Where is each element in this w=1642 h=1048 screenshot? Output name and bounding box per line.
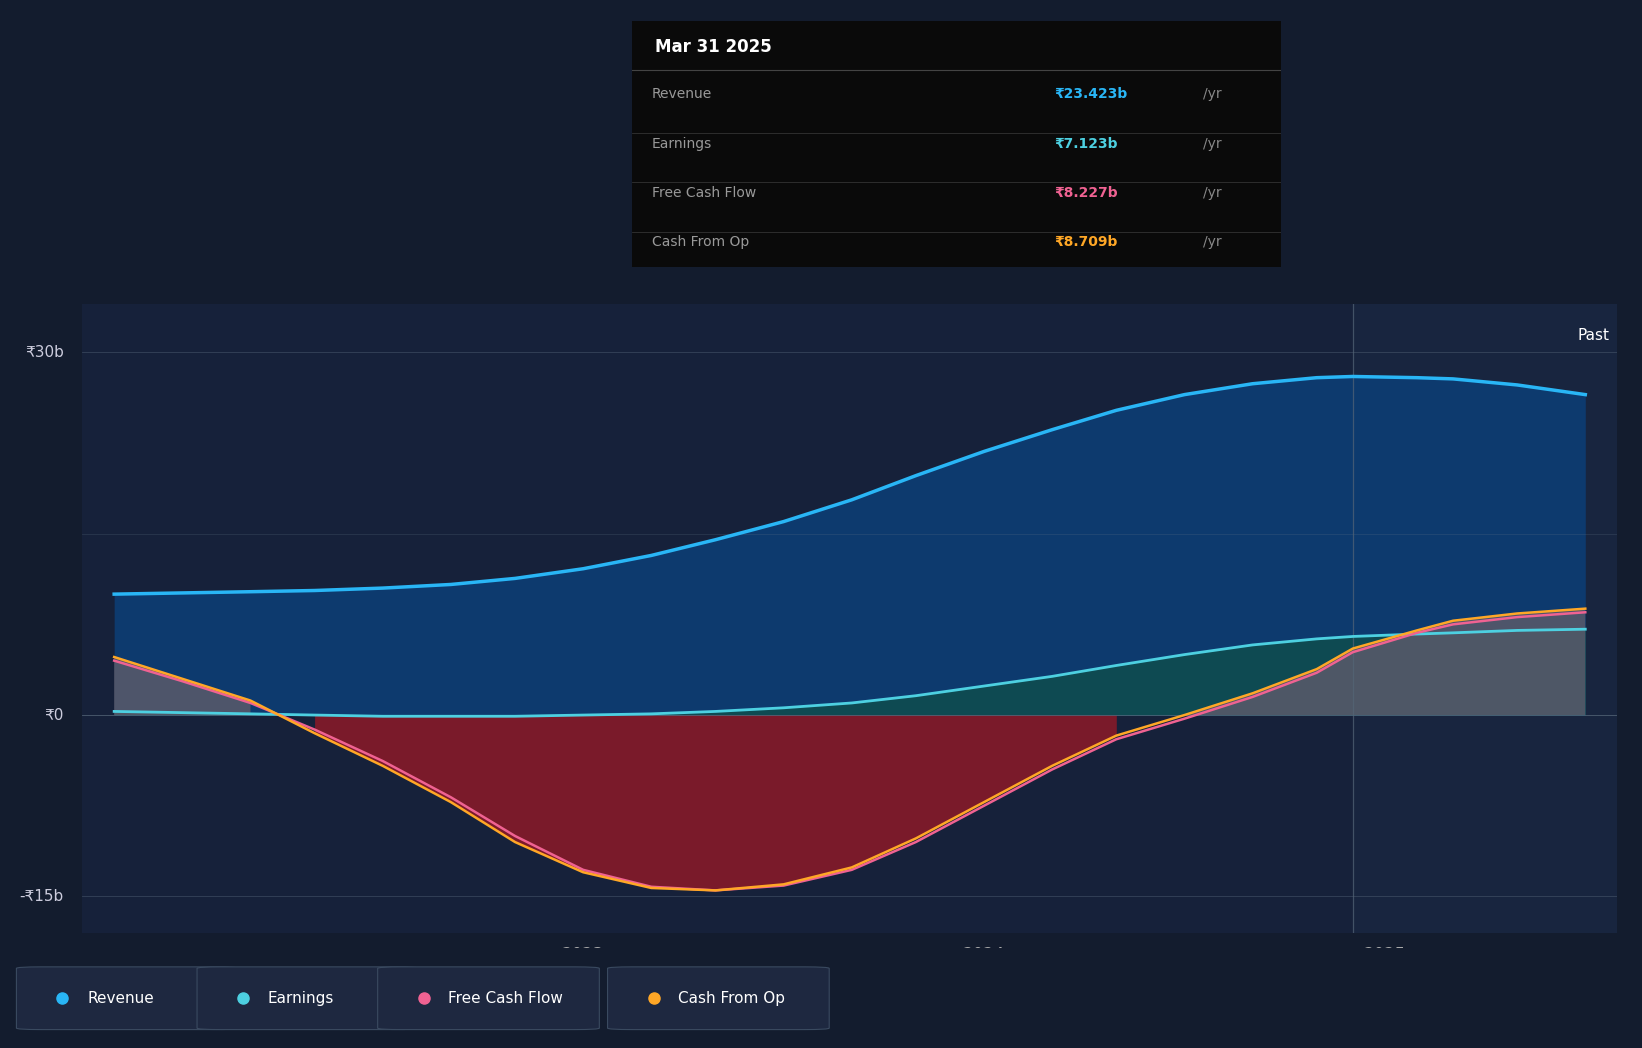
Text: Past: Past [1578, 328, 1609, 343]
FancyBboxPatch shape [197, 967, 419, 1029]
Text: Earnings: Earnings [268, 990, 333, 1006]
Text: Free Cash Flow: Free Cash Flow [652, 185, 755, 200]
Text: Earnings: Earnings [652, 136, 713, 151]
FancyBboxPatch shape [378, 967, 599, 1029]
Text: Cash From Op: Cash From Op [678, 990, 785, 1006]
Text: /yr: /yr [1204, 136, 1222, 151]
Text: ₹8.709b: ₹8.709b [1054, 235, 1117, 249]
Text: ₹8.227b: ₹8.227b [1054, 185, 1117, 200]
Text: Revenue: Revenue [87, 990, 154, 1006]
Text: Revenue: Revenue [652, 87, 713, 102]
Text: Mar 31 2025: Mar 31 2025 [655, 38, 772, 57]
Text: ₹23.423b: ₹23.423b [1054, 87, 1126, 102]
Text: Cash From Op: Cash From Op [652, 235, 749, 249]
Text: /yr: /yr [1204, 235, 1222, 249]
Text: ₹7.123b: ₹7.123b [1054, 136, 1117, 151]
FancyBboxPatch shape [608, 967, 829, 1029]
FancyBboxPatch shape [16, 967, 238, 1029]
Text: /yr: /yr [1204, 185, 1222, 200]
Text: Free Cash Flow: Free Cash Flow [448, 990, 563, 1006]
Text: -₹15b: -₹15b [20, 889, 64, 904]
Text: ₹0: ₹0 [44, 707, 64, 722]
Bar [1353, 304, 1642, 933]
Text: /yr: /yr [1204, 87, 1222, 102]
Text: ₹30b: ₹30b [25, 345, 64, 359]
